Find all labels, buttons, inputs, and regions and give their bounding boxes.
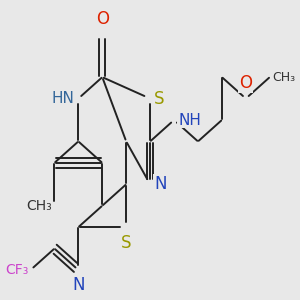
Text: O: O	[96, 10, 109, 28]
Text: NH: NH	[178, 112, 201, 128]
Text: CF₃: CF₃	[5, 263, 28, 277]
Text: N: N	[154, 175, 167, 193]
Text: N: N	[72, 276, 85, 294]
Text: HN: HN	[52, 91, 74, 106]
Text: O: O	[239, 74, 252, 92]
Text: S: S	[121, 234, 131, 252]
Text: S: S	[154, 90, 165, 108]
Text: CH₃: CH₃	[27, 199, 52, 213]
Text: CH₃: CH₃	[272, 70, 295, 84]
